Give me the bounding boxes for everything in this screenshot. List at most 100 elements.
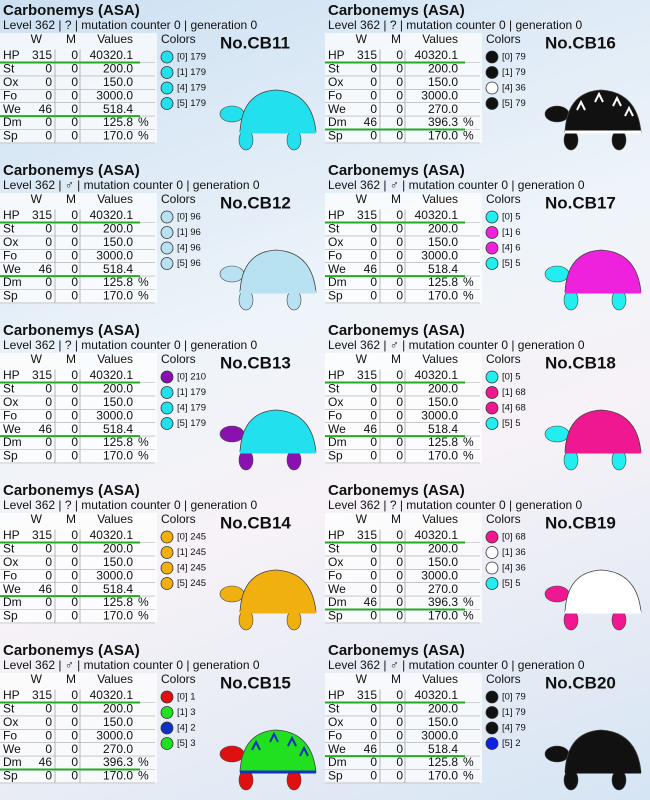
stat-mutated: 0 xyxy=(396,115,403,129)
header-m: M xyxy=(66,192,76,206)
stat-value: 518.4 xyxy=(103,582,133,596)
stat-mutated: 0 xyxy=(71,609,78,623)
color-label: [4] 245 xyxy=(177,563,206,574)
creature-image xyxy=(219,249,317,311)
stat-mutated: 0 xyxy=(396,88,403,102)
stat-mutated: 0 xyxy=(396,568,403,582)
stat-label: We xyxy=(328,422,346,436)
stat-wild: 0 xyxy=(45,289,52,303)
color-swatch xyxy=(160,386,174,399)
stat-value: 125.8 xyxy=(103,115,133,129)
stat-value: 170.0 xyxy=(428,289,458,303)
color-label: [5] 245 xyxy=(177,578,206,589)
stat-label: Fo xyxy=(3,248,17,262)
stat-wild: 0 xyxy=(45,715,52,729)
color-label: [4] 79 xyxy=(502,723,526,734)
stat-label: Fo xyxy=(3,88,17,102)
stat-label: Fo xyxy=(328,568,342,582)
stat-value: 150.0 xyxy=(428,235,458,249)
stat-unit: % xyxy=(138,595,149,609)
color-label: [1] 6 xyxy=(502,227,521,238)
stat-value: 170.0 xyxy=(103,289,133,303)
stat-mutated: 0 xyxy=(396,555,403,569)
header-values: Values xyxy=(422,32,458,46)
stat-mutated: 0 xyxy=(396,48,403,62)
stat-label: Fo xyxy=(328,88,342,102)
stat-value: 150.0 xyxy=(428,395,458,409)
header-colors: Colors xyxy=(486,672,521,686)
stat-wild: 0 xyxy=(370,408,377,422)
color-label: [1] 3 xyxy=(177,707,196,718)
color-label: [0] 210 xyxy=(177,372,206,383)
stat-mutated: 0 xyxy=(71,248,78,262)
color-label: [0] 96 xyxy=(177,212,201,223)
header-m: M xyxy=(66,32,76,46)
turtle-spikes xyxy=(251,251,309,277)
stat-mutated: 0 xyxy=(396,102,403,116)
color-swatch xyxy=(485,577,499,590)
color-label: [1] 79 xyxy=(502,707,526,718)
header-values: Values xyxy=(97,32,133,46)
stat-label: HP xyxy=(328,48,345,62)
color-swatch xyxy=(485,257,499,270)
creature-name: No.CB12 xyxy=(220,193,291,212)
turtle-spikes xyxy=(576,571,634,597)
stat-unit: % xyxy=(463,609,474,623)
stat-wild: 0 xyxy=(45,382,52,396)
stat-value: 170.0 xyxy=(428,609,458,623)
stat-wild: 0 xyxy=(370,449,377,463)
stat-value: 150.0 xyxy=(103,395,133,409)
creature-name: No.CB19 xyxy=(545,513,616,532)
stat-label: HP xyxy=(328,528,345,542)
stat-mutated: 0 xyxy=(396,769,403,783)
color-swatch xyxy=(485,401,499,415)
stat-value: 40320.1 xyxy=(415,48,459,62)
color-swatch xyxy=(160,241,174,255)
stat-mutated: 0 xyxy=(396,742,403,756)
stat-value: 3000.0 xyxy=(96,248,133,262)
stat-wild: 46 xyxy=(364,262,378,276)
stat-wild: 315 xyxy=(32,688,52,702)
color-swatch xyxy=(160,50,174,64)
stat-wild: 46 xyxy=(39,582,53,596)
stat-value: 40320.1 xyxy=(90,368,134,382)
color-label: [5] 5 xyxy=(502,418,521,429)
color-label: [5] 79 xyxy=(502,98,526,109)
stat-wild: 0 xyxy=(45,275,52,289)
stat-wild: 0 xyxy=(45,248,52,262)
stat-mutated: 0 xyxy=(71,542,78,556)
color-swatch xyxy=(485,50,499,64)
color-swatch xyxy=(485,690,499,704)
stat-value: 3000.0 xyxy=(421,728,458,742)
stat-label: Sp xyxy=(328,769,343,783)
stat-unit: % xyxy=(138,449,149,463)
stat-mutated: 0 xyxy=(71,275,78,289)
stats-table-bg xyxy=(0,673,157,783)
color-swatch xyxy=(485,546,499,559)
color-swatch xyxy=(160,226,174,239)
stat-wild: 46 xyxy=(39,102,53,116)
header-values: Values xyxy=(97,512,133,526)
stat-label: We xyxy=(3,582,21,596)
color-swatch xyxy=(160,97,174,110)
stat-label: St xyxy=(328,542,340,556)
turtle-shell xyxy=(239,89,317,133)
stat-mutated: 0 xyxy=(396,702,403,716)
stat-unit: % xyxy=(138,609,149,623)
turtle-spikes xyxy=(251,411,309,437)
stat-value: 3000.0 xyxy=(421,88,458,102)
stat-label: We xyxy=(328,742,346,756)
stat-label: Fo xyxy=(3,568,17,582)
stat-unit: % xyxy=(463,115,474,129)
stat-value: 125.8 xyxy=(428,755,458,769)
stat-label: Fo xyxy=(328,728,342,742)
creature-name: No.CB15 xyxy=(220,673,291,692)
stat-label: St xyxy=(328,62,340,76)
stat-mutated: 0 xyxy=(71,382,78,396)
color-label: [0] 1 xyxy=(177,692,196,703)
stat-wild: 0 xyxy=(370,222,377,236)
color-swatch xyxy=(160,530,174,544)
stat-label: St xyxy=(328,382,340,396)
header-values: Values xyxy=(97,672,133,686)
